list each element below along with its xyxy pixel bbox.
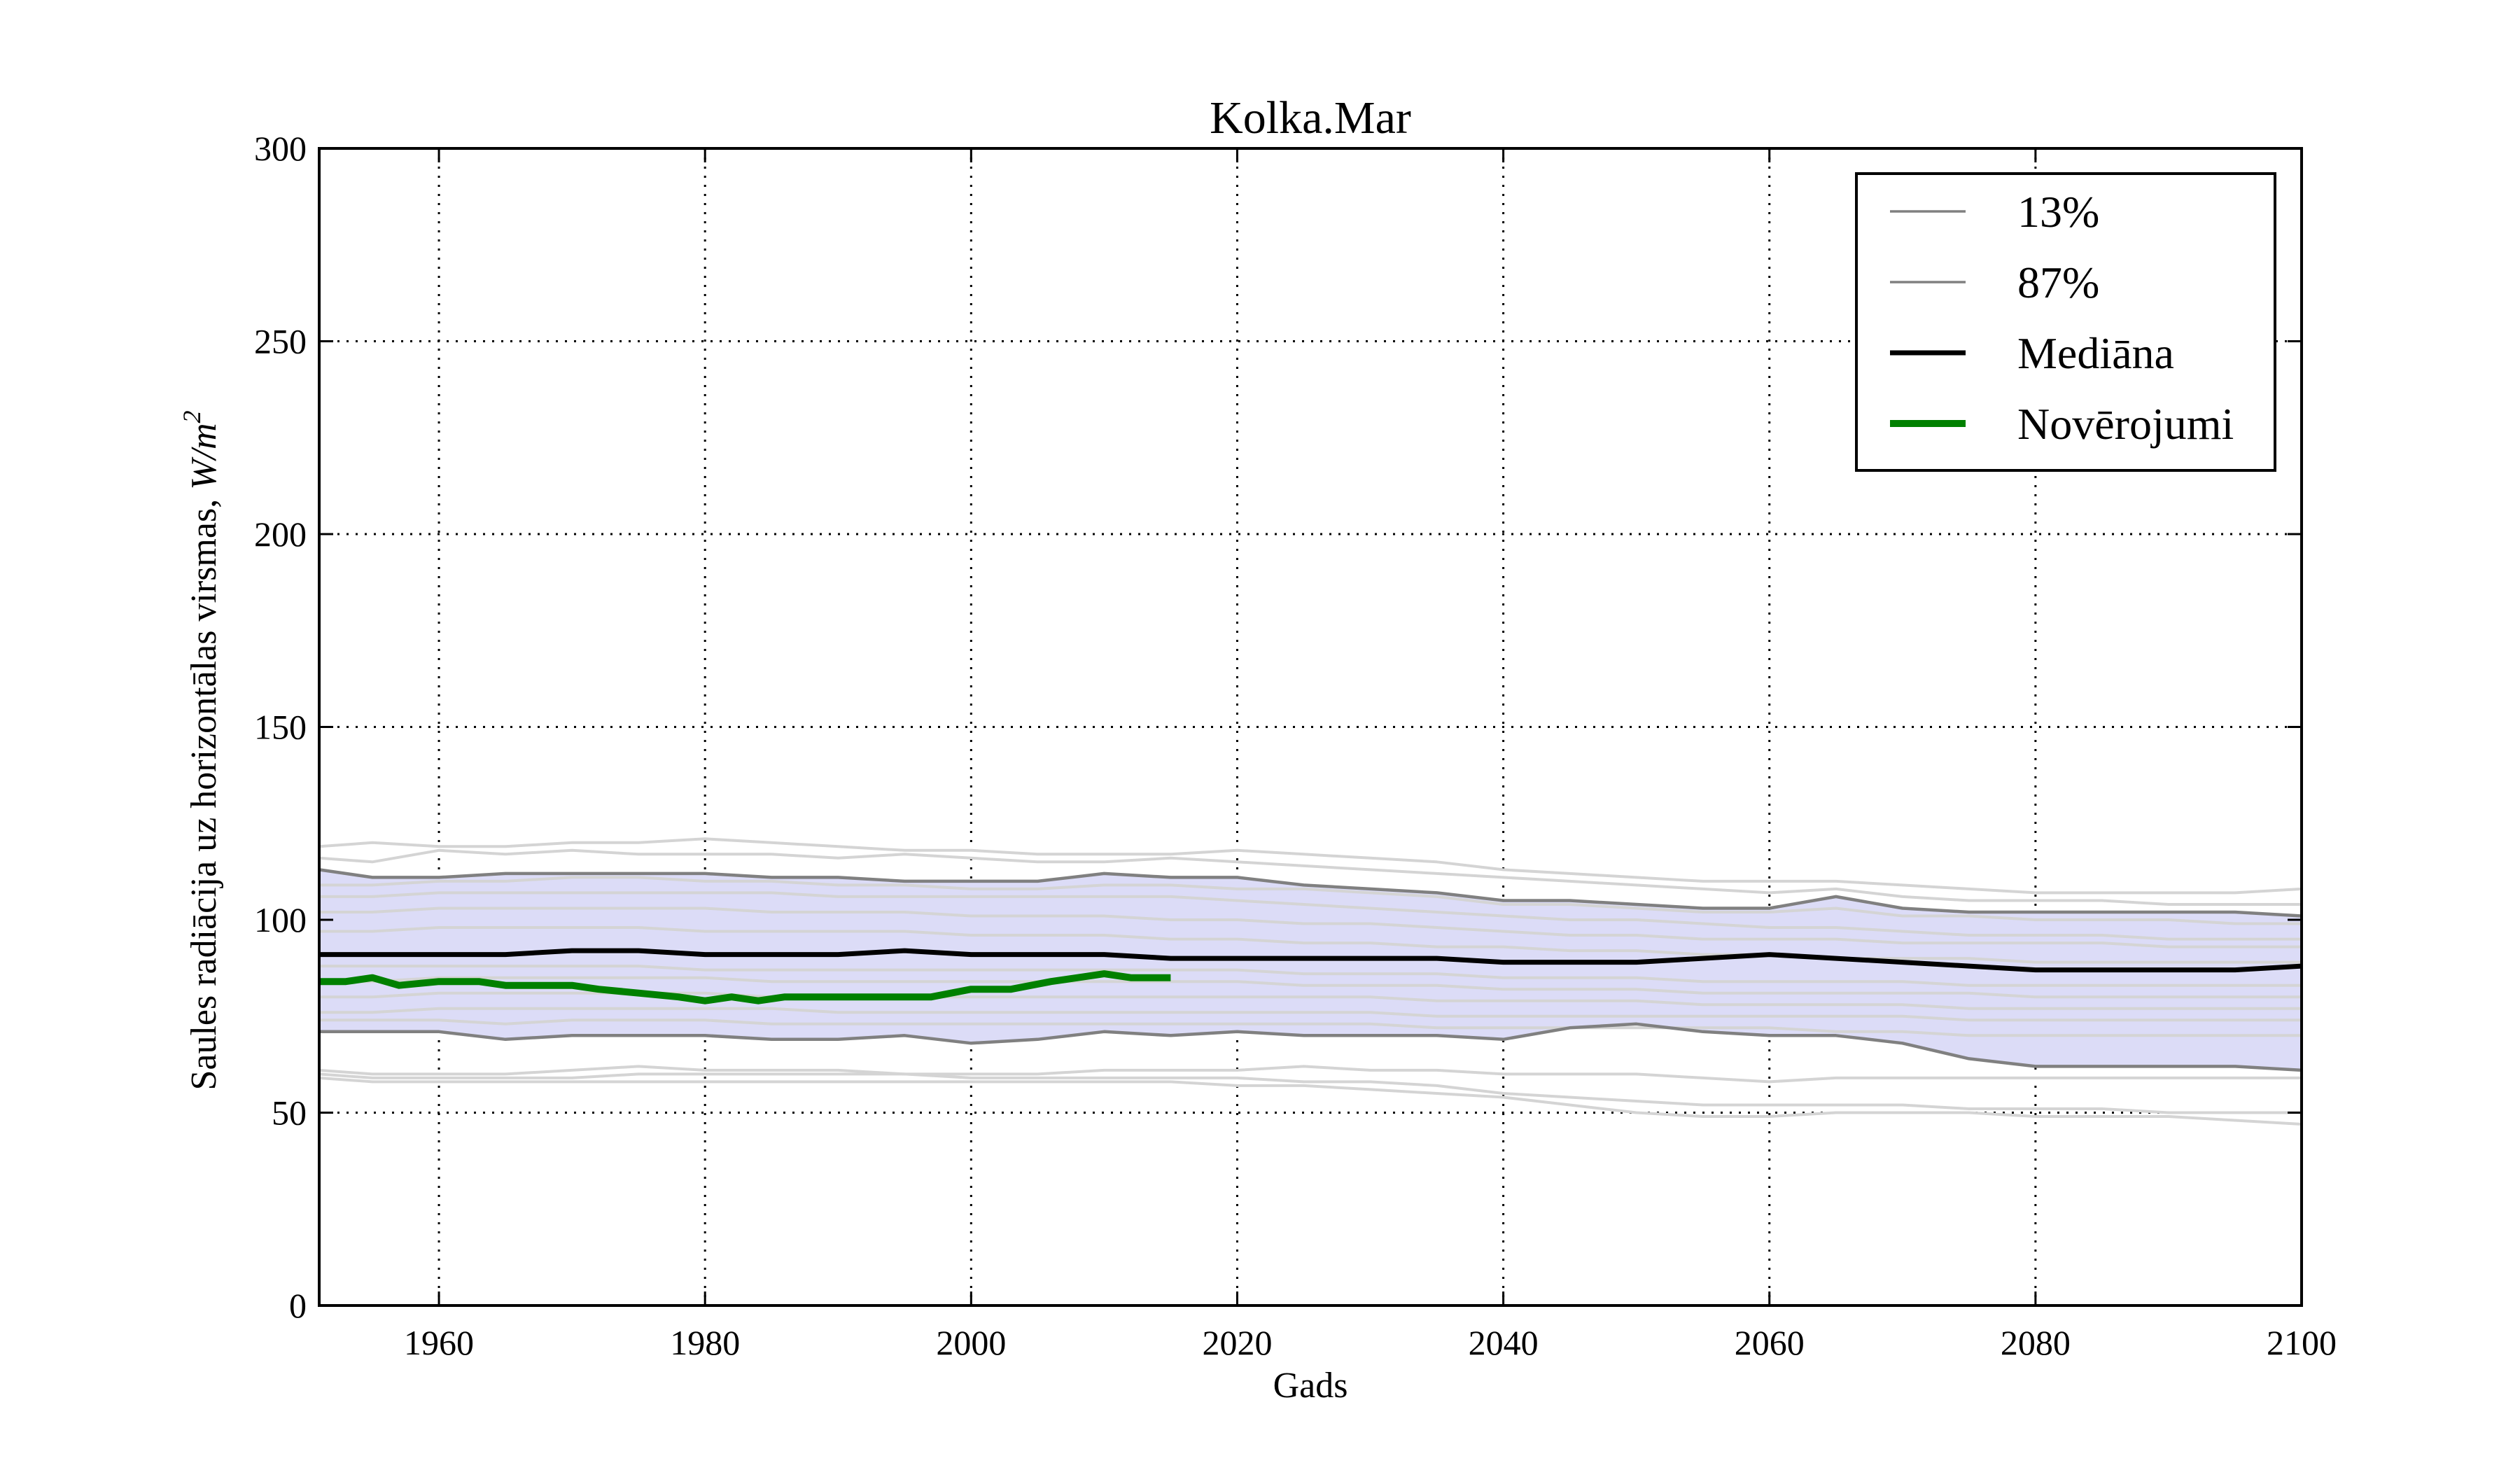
ensemble-line-1 [318,837,2302,895]
x-tick-label-2060: 2060 [1735,1323,1805,1362]
ensemble-line-12 [318,1065,2302,1084]
y-tick-label-150: 150 [254,708,307,747]
legend-label-median: Mediāna [2017,328,2174,378]
x-tick-label-1980: 1980 [670,1323,740,1362]
ensemble-line-7 [319,965,2302,987]
ensemble-line-6 [319,926,2302,964]
y-tick-label-200: 200 [254,514,307,554]
ensemble-line-4 [319,891,2302,941]
ensemble-line-2 [318,848,2302,906]
x-tick-label-2080: 2080 [2001,1323,2071,1362]
ensemble-line-11 [319,1018,2302,1037]
legend-label-87: 87% [2017,258,2099,307]
percentile-band [319,869,2302,1070]
x-axis-label: Gads [1273,1366,1348,1406]
plot-area [318,837,2302,1126]
x-tick-label-2040: 2040 [1469,1323,1539,1362]
x-tick-label-2100: 2100 [2267,1323,2337,1362]
percentile-13-line [319,1022,2302,1072]
x-tick-label-2020: 2020 [1202,1323,1272,1362]
axis-ticks: 1960 1980 2000 2020 2040 2060 2080 2100 0 50 100 15… [254,129,2337,1362]
legend: 13% 87% Mediāna Novērojumi [1855,172,2276,472]
y-axis-label-unit: W/m [184,423,224,489]
chart-title: Kolka.Mar [1210,92,1411,144]
ensemble-line-8 [319,976,2302,999]
y-axis-label-text: Saules radiācija uz horizontālas virsmas… [184,490,224,1091]
ensemble-line-3 [319,876,2302,925]
y-tick-label-50: 50 [272,1093,307,1133]
ensemble-line-14 [318,1076,2302,1126]
legend-label-observations: Novērojumi [2017,399,2234,449]
x-tick-label-2000: 2000 [936,1323,1006,1362]
y-axis-label: Saules radiācija uz horizontālas virsmas… [178,410,224,1090]
median-line [319,948,2302,973]
ensemble-line-5 [319,906,2302,948]
x-tick-label-1960: 1960 [404,1323,474,1362]
legend-label-13: 13% [2017,187,2099,237]
percentile-87-line [318,868,2302,918]
y-tick-label-0: 0 [289,1286,307,1325]
y-tick-label-300: 300 [254,129,307,168]
y-tick-label-250: 250 [254,322,307,361]
y-axis-label-unit-exponent: 2 [178,410,206,423]
y-tick-label-100: 100 [254,900,307,939]
ensemble-line-13 [318,1072,2302,1114]
ensemble-line-10 [319,1007,2302,1022]
observations-line [319,970,1171,1004]
